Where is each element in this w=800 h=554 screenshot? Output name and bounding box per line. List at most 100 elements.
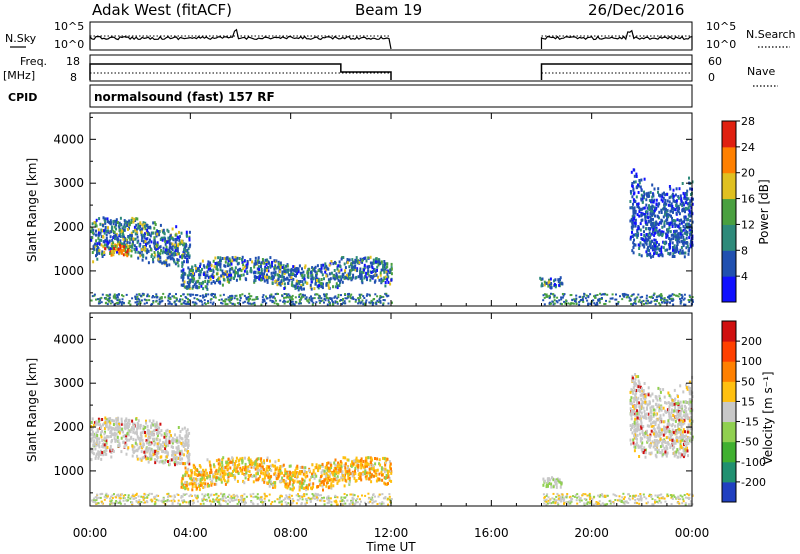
echo-cell: [334, 472, 337, 476]
echo-cell: [98, 251, 101, 255]
echo-cell: [339, 280, 342, 284]
echo-cell: [118, 442, 121, 446]
ground-scatter-cell: [331, 299, 334, 302]
echo-cell: [118, 431, 121, 435]
echo-cell: [279, 274, 282, 278]
echo-cell: [212, 276, 215, 279]
ground-scatter-cell: [279, 299, 282, 302]
ground-scatter-cell: [318, 299, 321, 302]
echo-cell: [235, 468, 237, 472]
ground-scatter-cell: [153, 296, 156, 299]
echo-cell: [375, 474, 378, 477]
echo-cell: [336, 267, 339, 271]
ground-scatter-cell: [194, 301, 197, 304]
echo-cell: [131, 419, 134, 423]
echo-cell: [339, 265, 342, 269]
echo-cell: [171, 244, 174, 248]
echo-cell: [158, 460, 161, 464]
echo-cell: [173, 251, 176, 255]
echo-cell: [184, 249, 187, 253]
echo-cell: [682, 242, 685, 246]
ground-scatter-cell: [152, 301, 155, 304]
echo-cell: [323, 472, 326, 476]
ground-scatter-cell: [680, 293, 683, 296]
echo-cell: [358, 261, 361, 265]
ground-scatter-cell: [182, 293, 185, 296]
echo-cell: [634, 428, 637, 431]
echo-cell: [675, 229, 678, 233]
echo-cell: [685, 236, 688, 240]
echo-cell: [154, 461, 157, 465]
echo-cell: [632, 241, 635, 245]
echo-cell: [155, 459, 158, 463]
ground-scatter-cell: [359, 295, 361, 297]
ground-scatter-cell: [256, 296, 259, 298]
ground-scatter-cell: [212, 293, 214, 295]
echo-cell: [376, 457, 379, 461]
echo-cell: [643, 234, 646, 237]
echo-cell: [303, 473, 306, 477]
echo-cell: [366, 278, 368, 282]
echo-cell: [229, 466, 232, 470]
echo-cell: [678, 251, 681, 255]
echo-cell: [153, 226, 156, 230]
echo-cell: [195, 285, 198, 289]
echo-cell: [677, 209, 679, 213]
echo-cell: [675, 203, 678, 207]
echo-cell: [652, 254, 655, 258]
ground-scatter-cell: [106, 298, 109, 301]
ground-scatter-cell: [661, 301, 663, 304]
echo-cell: [102, 240, 105, 244]
echo-cell: [227, 262, 230, 266]
ground-scatter-cell: [199, 295, 202, 297]
ground-scatter-cell: [364, 303, 366, 306]
echo-cell: [265, 260, 268, 264]
echo-cell: [631, 184, 634, 188]
ground-scatter-cell: [587, 295, 590, 298]
echo-cell: [291, 488, 294, 492]
echo-cell: [103, 251, 106, 254]
echo-cell: [654, 408, 657, 412]
echo-cell: [247, 477, 250, 481]
echo-cell: [231, 256, 234, 260]
echo-cell: [293, 265, 296, 269]
ground-scatter-cell: [269, 294, 272, 297]
echo-cell: [202, 473, 205, 477]
ground-scatter-cell: [188, 299, 191, 302]
echo-cell: [137, 256, 140, 260]
ground-scatter-cell: [648, 296, 651, 298]
echo-cell: [332, 274, 335, 278]
echo-cell: [125, 425, 128, 428]
echo-cell: [632, 187, 635, 191]
echo-cell: [684, 197, 687, 201]
echo-cell: [126, 250, 129, 254]
echo-cell: [670, 411, 673, 415]
ground-scatter-cell: [138, 293, 141, 296]
echo-cell: [388, 271, 391, 274]
echo-cell: [184, 466, 187, 470]
ground-scatter-cell: [637, 300, 640, 303]
echo-cell: [672, 194, 675, 198]
echo-cell: [223, 256, 226, 260]
echo-cell: [242, 479, 245, 483]
echo-cell: [670, 233, 673, 237]
echo-cell: [380, 260, 383, 264]
echo-cell: [651, 246, 654, 250]
echo-cell: [228, 472, 231, 475]
echo-cell: [133, 244, 136, 248]
echo-cell: [225, 461, 228, 465]
echo-cell: [638, 210, 641, 214]
echo-cell: [213, 464, 216, 468]
ground-scatter-cell: [597, 299, 600, 302]
echo-cell: [253, 262, 256, 266]
echo-cell: [174, 433, 176, 437]
echo-cell: [230, 266, 233, 270]
echo-cell: [646, 239, 648, 243]
echo-cell: [186, 251, 189, 255]
echo-cell: [381, 473, 383, 477]
echo-cell: [640, 214, 643, 218]
echo-cell: [357, 259, 359, 263]
echo-cell: [194, 468, 197, 472]
echo-cell: [132, 450, 135, 454]
echo-cell: [245, 263, 248, 267]
